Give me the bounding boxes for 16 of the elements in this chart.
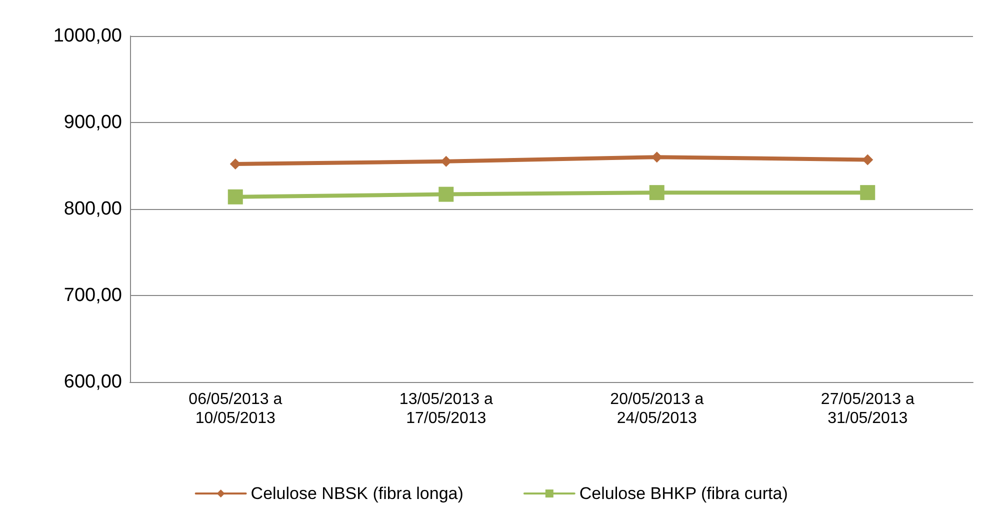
y-tick-label: 600,00 [64,372,122,392]
y-tick-label: 900,00 [64,112,122,133]
legend-label: Celulose NBSK (fibra longa) [250,484,464,503]
y-tick-label: 1000,00 [53,26,122,46]
x-tick-label: 06/05/2013 a 10/05/2013 [188,391,282,427]
y-tick-label: 800,00 [64,198,122,220]
x-tick-label: 27/05/2013 a 31/05/2013 [820,391,914,427]
y-tick-label: 700,00 [64,285,122,306]
x-tick-label: 20/05/2013 a 24/05/2013 [610,391,704,427]
point [230,158,241,170]
point [649,185,664,200]
point [860,185,876,200]
legend-label: Celulose BHKP (fibra curta) [579,484,788,503]
point [438,186,454,202]
x-tick-label: 13/05/2013 a 17/05/2013 [399,391,493,427]
point [228,189,243,204]
